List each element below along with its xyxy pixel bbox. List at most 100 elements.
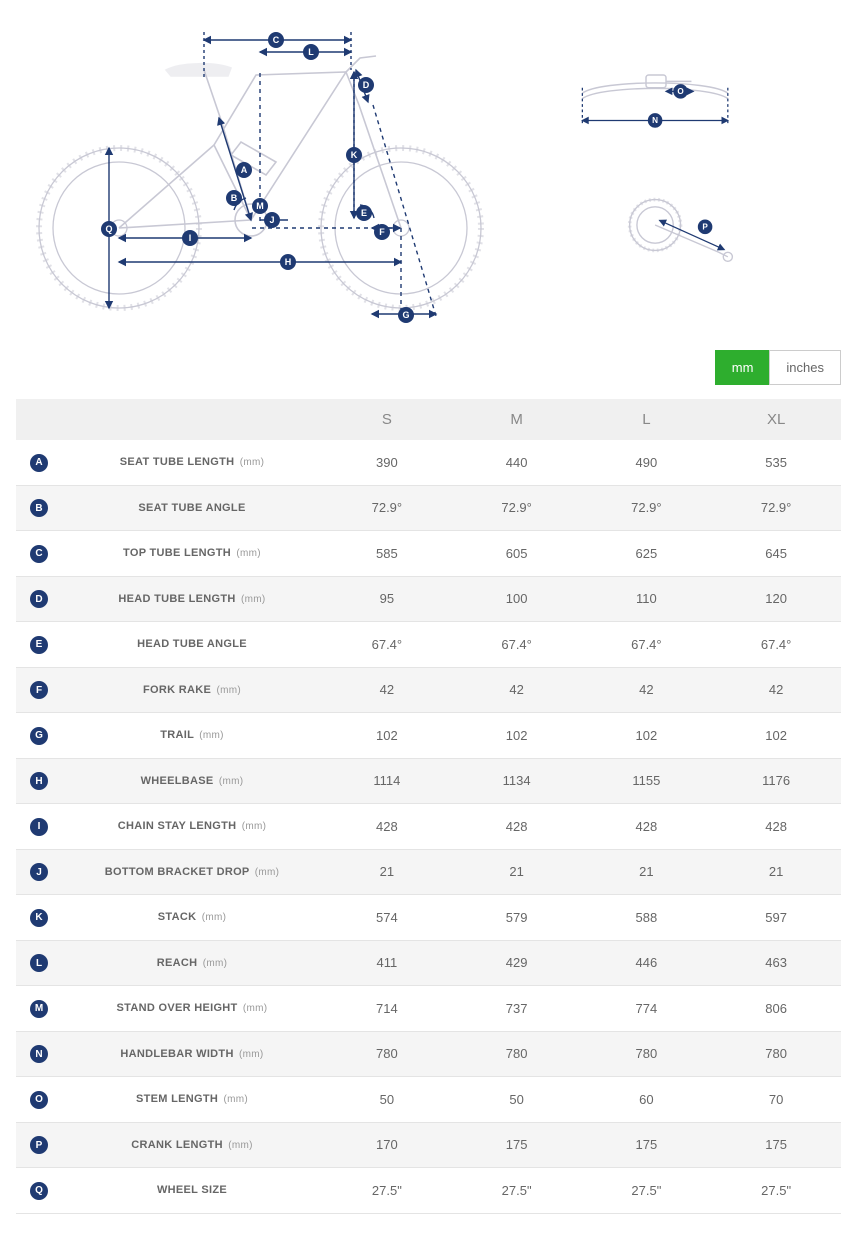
row-value: 1176	[711, 758, 841, 804]
row-letter-badge: H	[30, 772, 48, 790]
row-letter-badge: B	[30, 499, 48, 517]
row-value: 42	[582, 667, 712, 713]
diagram-marker-f: F	[374, 224, 390, 240]
row-value: 446	[582, 940, 712, 986]
row-value: 21	[452, 849, 582, 895]
row-label: STACK (mm)	[62, 895, 322, 941]
row-value: 806	[711, 986, 841, 1032]
row-value: 535	[711, 440, 841, 485]
row-label: HEAD TUBE LENGTH (mm)	[62, 576, 322, 622]
diagram-marker-c: C	[268, 32, 284, 48]
row-value: 780	[582, 1031, 712, 1077]
geometry-row-b: BSEAT TUBE ANGLE72.9°72.9°72.9°72.9°	[16, 485, 841, 531]
row-letter-badge: K	[30, 909, 48, 927]
row-letter-badge: E	[30, 636, 48, 654]
row-label: TRAIL (mm)	[62, 713, 322, 759]
row-value: 645	[711, 531, 841, 577]
row-value: 21	[322, 849, 452, 895]
row-label: CHAIN STAY LENGTH (mm)	[62, 804, 322, 850]
row-value: 625	[582, 531, 712, 577]
diagram-marker-d: D	[358, 77, 374, 93]
row-value: 737	[452, 986, 582, 1032]
row-value: 21	[582, 849, 712, 895]
row-label: SEAT TUBE LENGTH (mm)	[62, 440, 322, 485]
row-value: 110	[582, 576, 712, 622]
row-value: 120	[711, 576, 841, 622]
row-letter-badge: F	[30, 681, 48, 699]
row-letter-badge: A	[30, 454, 48, 472]
geometry-row-m: MSTAND OVER HEIGHT (mm)714737774806	[16, 986, 841, 1032]
svg-text:M: M	[256, 201, 264, 211]
unit-inches-button[interactable]: inches	[769, 350, 841, 385]
row-value: 67.4°	[452, 622, 582, 668]
row-value: 50	[452, 1077, 582, 1123]
size-header-m: M	[452, 399, 582, 440]
row-value: 428	[452, 804, 582, 850]
diagram-marker-g: G	[398, 307, 414, 323]
row-value: 42	[452, 667, 582, 713]
geometry-row-n: NHANDLEBAR WIDTH (mm)780780780780	[16, 1031, 841, 1077]
row-value: 67.4°	[711, 622, 841, 668]
geometry-row-f: FFORK RAKE (mm)42424242	[16, 667, 841, 713]
diagram-marker-p: P	[698, 220, 713, 235]
row-value: 67.4°	[582, 622, 712, 668]
row-label: REACH (mm)	[62, 940, 322, 986]
svg-text:J: J	[269, 215, 274, 225]
row-value: 780	[711, 1031, 841, 1077]
row-label: BOTTOM BRACKET DROP (mm)	[62, 849, 322, 895]
svg-text:I: I	[189, 233, 192, 243]
row-label: CRANK LENGTH (mm)	[62, 1122, 322, 1168]
row-value: 72.9°	[711, 485, 841, 531]
row-value: 428	[582, 804, 712, 850]
geometry-row-j: JBOTTOM BRACKET DROP (mm)21212121	[16, 849, 841, 895]
row-label: WHEEL SIZE	[62, 1168, 322, 1214]
row-value: 429	[452, 940, 582, 986]
diagram-marker-h: H	[280, 254, 296, 270]
row-value: 170	[322, 1122, 452, 1168]
diagram-marker-e: E	[356, 205, 372, 221]
components-diagram-svg: N O P	[546, 50, 746, 300]
row-label: HEAD TUBE ANGLE	[62, 622, 322, 668]
row-letter-badge: J	[30, 863, 48, 881]
row-value: 780	[452, 1031, 582, 1077]
row-value: 95	[322, 576, 452, 622]
diagram-marker-l: L	[303, 44, 319, 60]
row-letter-badge: O	[30, 1091, 48, 1109]
geometry-row-a: ASEAT TUBE LENGTH (mm)390440490535	[16, 440, 841, 485]
size-header-l: L	[582, 399, 712, 440]
geometry-row-q: QWHEEL SIZE27.5"27.5"27.5"27.5"	[16, 1168, 841, 1214]
row-letter-badge: N	[30, 1045, 48, 1063]
svg-text:N: N	[652, 116, 658, 125]
row-value: 1134	[452, 758, 582, 804]
row-value: 714	[322, 986, 452, 1032]
row-value: 67.4°	[322, 622, 452, 668]
row-value: 21	[711, 849, 841, 895]
svg-text:O: O	[677, 87, 684, 96]
row-letter-badge: C	[30, 545, 48, 563]
row-value: 102	[322, 713, 452, 759]
row-value: 597	[711, 895, 841, 941]
svg-text:K: K	[351, 150, 358, 160]
unit-mm-button[interactable]: mm	[715, 350, 770, 385]
row-value: 574	[322, 895, 452, 941]
row-value: 579	[452, 895, 582, 941]
row-letter-badge: Q	[30, 1182, 48, 1200]
row-value: 72.9°	[452, 485, 582, 531]
row-value: 411	[322, 940, 452, 986]
geometry-row-h: HWHEELBASE (mm)1114113411551176	[16, 758, 841, 804]
unit-toggle: mm inches	[16, 350, 841, 385]
row-value: 72.9°	[582, 485, 712, 531]
geometry-diagram: ABCDEFGHIJKLMQ	[16, 10, 841, 330]
row-value: 102	[452, 713, 582, 759]
row-letter-badge: L	[30, 954, 48, 972]
row-value: 1155	[582, 758, 712, 804]
svg-text:P: P	[702, 222, 708, 231]
svg-text:C: C	[273, 35, 280, 45]
geometry-row-g: GTRAIL (mm)102102102102	[16, 713, 841, 759]
svg-text:E: E	[361, 208, 367, 218]
row-value: 428	[322, 804, 452, 850]
row-label: STAND OVER HEIGHT (mm)	[62, 986, 322, 1032]
size-header-s: S	[322, 399, 452, 440]
row-value: 50	[322, 1077, 452, 1123]
row-value: 27.5"	[322, 1168, 452, 1214]
